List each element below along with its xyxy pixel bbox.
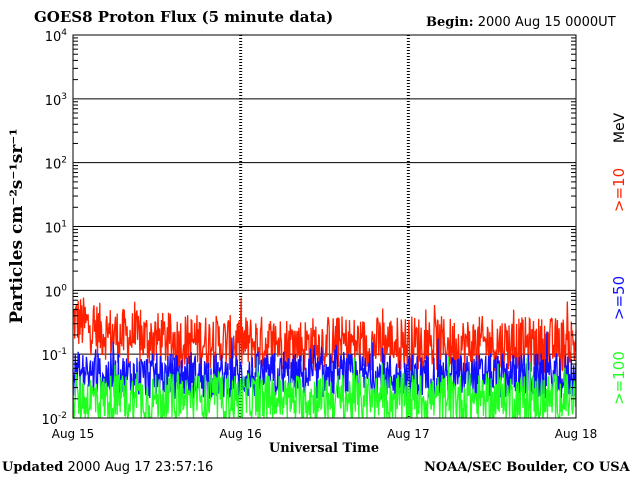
legend: >=10 >=50 >=100 MeV — [610, 112, 628, 404]
y-tick-label-2: 100 — [45, 283, 68, 300]
y-axis-label: Particles cm⁻²s⁻¹sr⁻¹ — [7, 128, 27, 323]
credit-text: NOAA/SEC Boulder, CO USA — [424, 460, 630, 475]
begin-timestamp: Begin: 2000 Aug 15 0000UT — [426, 15, 616, 30]
series-line-1 — [72, 331, 577, 400]
plot-frame — [72, 34, 577, 419]
legend-entry-0: >=10 — [610, 168, 628, 212]
legend-entry-1: >=50 — [610, 276, 628, 320]
y-tick-label-1: 10-1 — [41, 347, 67, 364]
begin-label: Begin: — [426, 15, 474, 30]
updated-value: 2000 Aug 17 23:57:16 — [67, 460, 214, 475]
series-line-0 — [72, 297, 577, 373]
y-tick-label-3: 101 — [45, 220, 67, 237]
x-tick-label-2: Aug 17 — [387, 427, 430, 441]
x-tick-label-3: Aug 18 — [555, 427, 598, 441]
legend-unit: MeV — [612, 112, 628, 143]
updated-timestamp: Updated 2000 Aug 17 23:57:16 — [2, 460, 213, 475]
y-tick-label-0: 10-2 — [41, 411, 67, 428]
updated-label: Updated — [2, 460, 64, 475]
begin-value: 2000 Aug 15 0000UT — [477, 15, 616, 30]
x-tick-label-0: Aug 15 — [52, 427, 95, 441]
chart-title: GOES8 Proton Flux (5 minute data) — [34, 8, 334, 26]
y-tick-label-6: 104 — [45, 28, 68, 45]
legend-entry-2: >=100 — [610, 351, 628, 405]
x-tick-label-1: Aug 16 — [219, 427, 262, 441]
y-tick-label-4: 102 — [45, 156, 67, 173]
series-layer — [72, 297, 577, 421]
x-axis-label: Universal Time — [269, 441, 379, 456]
y-tick-label-5: 103 — [45, 92, 67, 109]
